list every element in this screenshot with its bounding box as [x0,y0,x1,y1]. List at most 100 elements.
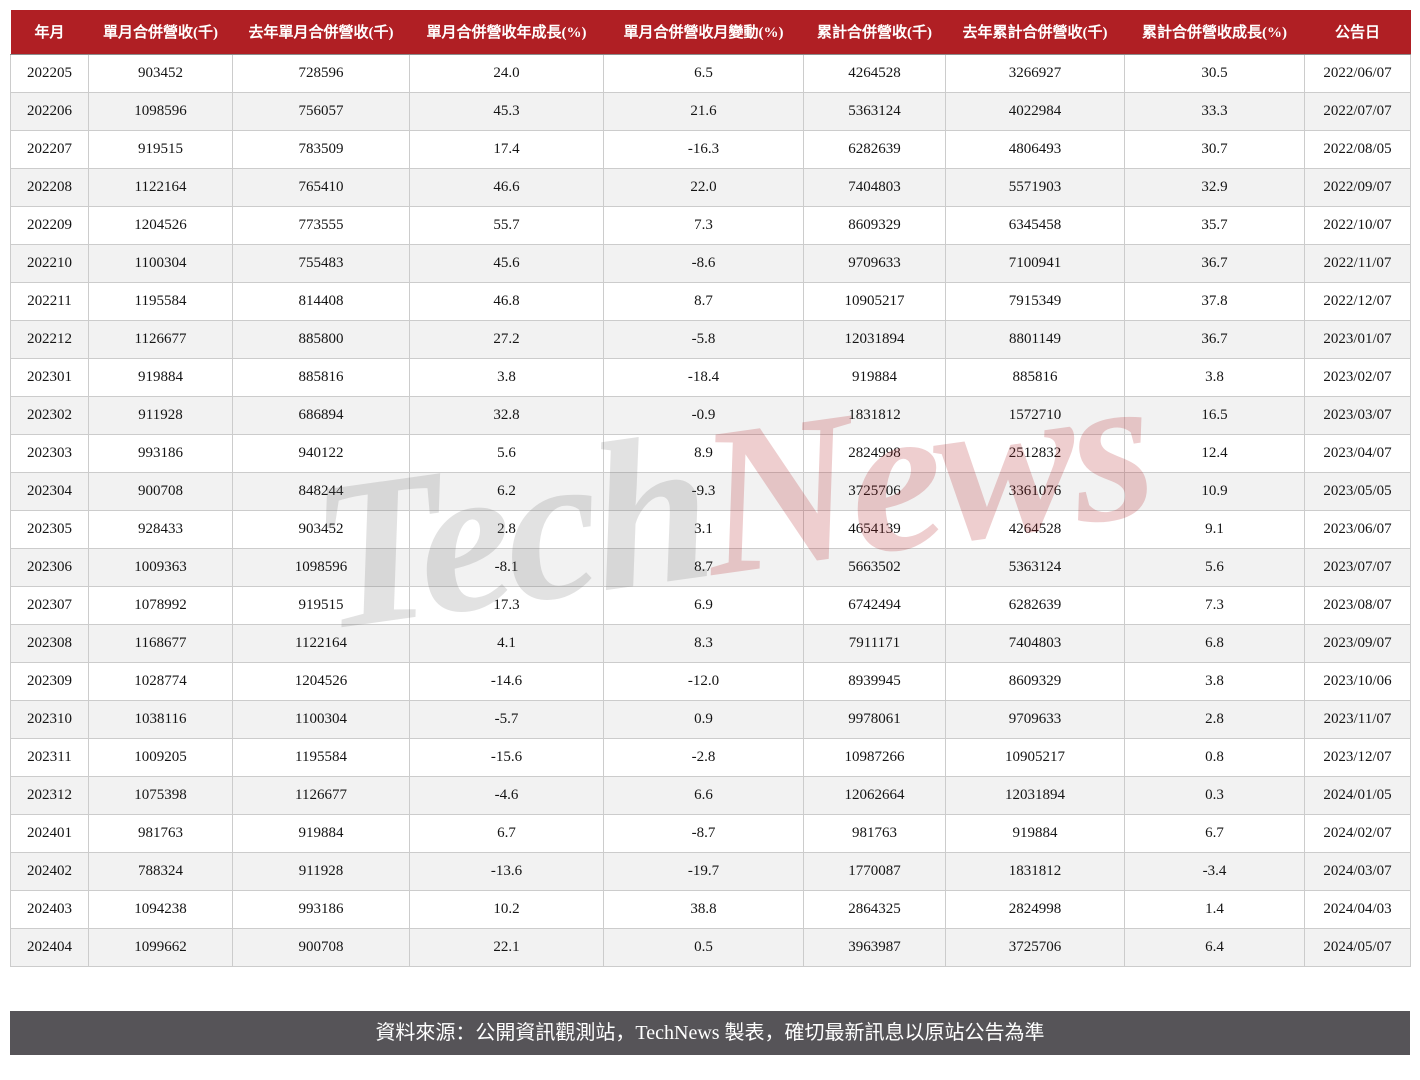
table-cell: 0.9 [603,699,804,739]
table-cell: -15.6 [409,737,604,777]
table-cell: 911928 [88,395,233,435]
table-cell: 1100304 [232,699,410,739]
column-header: 單月合併營收月變動(%) [603,10,804,55]
table-cell: 202312 [10,775,89,815]
column-header: 公告日 [1304,10,1411,55]
table-cell: 8939945 [803,661,946,701]
table-cell: 202311 [10,737,89,777]
table-cell: 21.6 [603,91,804,131]
table-cell: 1038116 [88,699,233,739]
table-cell: 0.5 [603,927,804,967]
table-cell: 4022984 [945,91,1125,131]
table-cell: 4654139 [803,509,946,549]
table-cell: 35.7 [1124,205,1305,245]
table-row: 202311 1009205 1195584 -15.6 -2.8 10987266 109… [10,737,1411,777]
table-cell: 3963987 [803,927,946,967]
table-cell: 10.2 [409,889,604,929]
table-row: 202212 1126677 885800 27.2 -5.8 12031894 88011… [10,319,1411,359]
table-cell: 8801149 [945,319,1125,359]
table-row: 202304 900708 848244 6.2 -9.3 3725706 3361076 1… [10,471,1411,511]
table-cell: 8609329 [803,205,946,245]
table-cell: 10987266 [803,737,946,777]
table-row: 202306 1009363 1098596 -8.1 8.7 5663502 536312… [10,547,1411,587]
table-cell: 22.0 [603,167,804,207]
table-body: 202205 903452 728596 24.0 6.5 4264528 3266927 3… [10,53,1411,967]
table-cell: 755483 [232,243,410,283]
column-header: 單月合併營收年成長(%) [409,10,604,55]
table-cell: 2023/09/07 [1304,623,1411,663]
table-cell: 7404803 [945,623,1125,663]
table-cell: 3.8 [1124,661,1305,701]
table-cell: 3361076 [945,471,1125,511]
table-cell: 2023/01/07 [1304,319,1411,359]
table-cell: 900708 [232,927,410,967]
table-cell: 6345458 [945,205,1125,245]
table-cell: 32.8 [409,395,604,435]
table-cell: 919884 [232,813,410,853]
table-row: 202210 1100304 755483 45.6 -8.6 9709633 710094… [10,243,1411,283]
table-cell: 1168677 [88,623,233,663]
table-area: 年月 單月合併營收(千) 去年單月合併營收(千) 單月合併營收年成長(%) 單月合併營收… [10,10,1411,967]
table-cell: 885816 [945,357,1125,397]
table-cell: 2024/04/03 [1304,889,1411,929]
table-cell: 9709633 [803,243,946,283]
table-cell: 9978061 [803,699,946,739]
table-cell: 1831812 [945,851,1125,891]
table-header: 年月 單月合併營收(千) 去年單月合併營收(千) 單月合併營收年成長(%) 單月合併營收… [10,10,1411,55]
table-cell: -5.7 [409,699,604,739]
table-cell: 202309 [10,661,89,701]
table-cell: 9709633 [945,699,1125,739]
table-cell: 12031894 [945,775,1125,815]
table-row: 202401 981763 919884 6.7 -8.7 981763 919884 6.7… [10,813,1411,853]
table-row: 202206 1098596 756057 45.3 21.6 5363124 402298… [10,91,1411,131]
table-cell: 5663502 [803,547,946,587]
table-cell: 7404803 [803,167,946,207]
table-cell: 202301 [10,357,89,397]
table-cell: 4806493 [945,129,1125,169]
table-cell: 32.9 [1124,167,1305,207]
table-cell: 2.8 [1124,699,1305,739]
table-cell: 7100941 [945,243,1125,283]
table-cell: 8.3 [603,623,804,663]
table-cell: 773555 [232,205,410,245]
table-row: 202208 1122164 765410 46.6 22.0 7404803 557190… [10,167,1411,207]
table-cell: 2512832 [945,433,1125,473]
table-cell: 1204526 [232,661,410,701]
table-cell: 202303 [10,433,89,473]
table-cell: 12031894 [803,319,946,359]
table-cell: -13.6 [409,851,604,891]
table-cell: 6.8 [1124,623,1305,663]
table-cell: -14.6 [409,661,604,701]
table-cell: 30.7 [1124,129,1305,169]
table-cell: 55.7 [409,205,604,245]
table-row: 202207 919515 783509 17.4 -16.3 6282639 480649… [10,129,1411,169]
table-cell: 17.3 [409,585,604,625]
table-cell: 6.7 [409,813,604,853]
table-cell: 8609329 [945,661,1125,701]
column-header: 去年累計合併營收(千) [945,10,1125,55]
table-cell: 2024/02/07 [1304,813,1411,853]
table-row: 202309 1028774 1204526 -14.6 -12.0 8939945 860… [10,661,1411,701]
table-cell: 3725706 [945,927,1125,967]
table-cell: 1122164 [88,167,233,207]
table-cell: 3266927 [945,53,1125,93]
table-cell: 2024/05/07 [1304,927,1411,967]
table-cell: 885800 [232,319,410,359]
table-cell: 202306 [10,547,89,587]
table-cell: 1078992 [88,585,233,625]
table-cell: 202211 [10,281,89,321]
table-cell: 1195584 [232,737,410,777]
table-cell: 2022/11/07 [1304,243,1411,283]
table-cell: 6.4 [1124,927,1305,967]
table-cell: 45.6 [409,243,604,283]
table-cell: 7.3 [1124,585,1305,625]
table-cell: 2023/08/07 [1304,585,1411,625]
table-cell: 1009205 [88,737,233,777]
table-cell: 2824998 [945,889,1125,929]
header-row: 年月 單月合併營收(千) 去年單月合併營收(千) 單月合併營收年成長(%) 單月合併營收… [10,10,1411,55]
table-cell: 3725706 [803,471,946,511]
table-cell: 2022/12/07 [1304,281,1411,321]
table-cell: 12.4 [1124,433,1305,473]
table-cell: 2023/11/07 [1304,699,1411,739]
table-cell: 940122 [232,433,410,473]
